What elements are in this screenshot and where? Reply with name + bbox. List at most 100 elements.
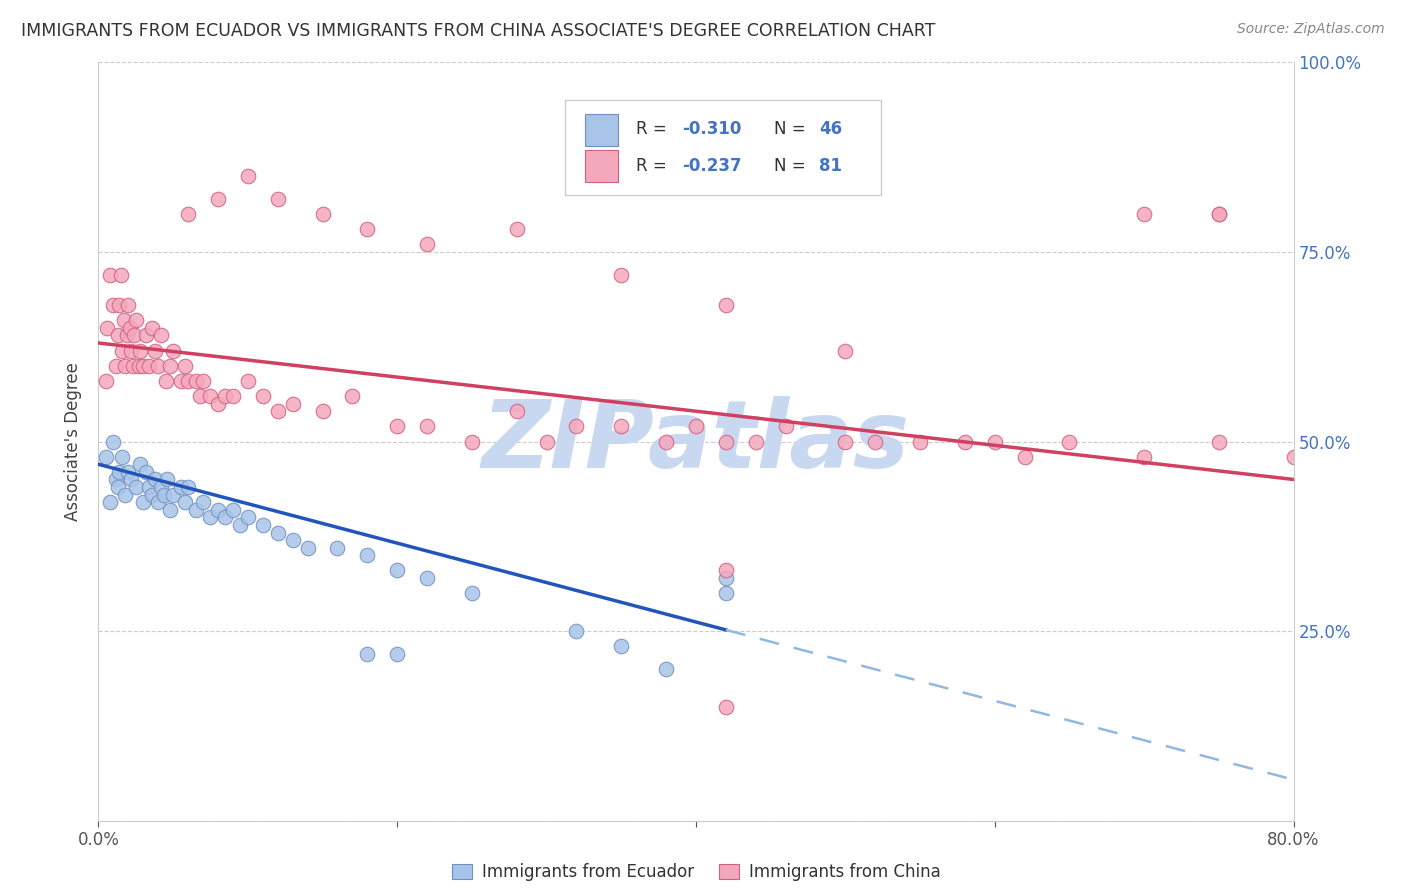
Point (1208, 207, 1230, 221)
Point (169, 374, 191, 388)
Point (200, 510, 222, 524)
Point (103, 298, 125, 312)
Point (714, 586, 737, 600)
Text: Source: ZipAtlas.com: Source: ZipAtlas.com (1237, 22, 1385, 37)
Point (191, 495, 214, 509)
Point (655, 434, 678, 449)
Point (98, 495, 122, 509)
Point (120, 473, 142, 487)
Point (129, 343, 152, 358)
Point (565, 624, 588, 639)
Point (461, 434, 484, 449)
Text: 81: 81 (820, 157, 842, 176)
Point (610, 639, 633, 653)
Point (108, 465, 131, 479)
Point (655, 662, 678, 676)
Legend: Immigrants from Ecuador, Immigrants from China: Immigrants from Ecuador, Immigrants from… (444, 857, 948, 888)
Text: ZIPatlas: ZIPatlas (482, 395, 910, 488)
Point (565, 419, 588, 434)
Point (150, 328, 173, 343)
Text: R =: R = (637, 120, 672, 138)
Point (222, 389, 245, 403)
Point (174, 359, 197, 373)
Text: N =: N = (773, 157, 810, 176)
Point (610, 419, 633, 434)
Point (148, 495, 170, 509)
Point (536, 434, 558, 449)
Point (174, 495, 197, 509)
Point (114, 359, 136, 373)
Point (267, 404, 290, 418)
Point (236, 374, 259, 388)
Point (107, 328, 129, 343)
Point (184, 503, 207, 517)
Point (184, 374, 207, 388)
Point (267, 192, 290, 206)
Point (207, 396, 229, 410)
Point (129, 458, 152, 472)
Point (385, 647, 409, 661)
FancyBboxPatch shape (585, 151, 619, 182)
Point (1059, 434, 1081, 449)
Point (745, 434, 768, 449)
Point (714, 571, 737, 585)
Point (229, 517, 252, 532)
Point (188, 389, 211, 403)
Point (207, 503, 229, 517)
Point (214, 510, 236, 524)
Point (326, 541, 349, 555)
Point (112, 313, 135, 327)
Point (311, 207, 333, 221)
Point (1208, 434, 1230, 449)
Point (714, 434, 737, 449)
Point (110, 268, 132, 282)
Point (111, 343, 134, 358)
Point (156, 473, 179, 487)
Point (281, 533, 304, 548)
Point (111, 450, 134, 464)
Point (94, 374, 117, 388)
Point (342, 389, 364, 403)
Point (267, 525, 290, 540)
Point (94, 450, 117, 464)
Point (506, 222, 529, 236)
Point (1282, 450, 1305, 464)
Point (222, 503, 245, 517)
Text: -0.237: -0.237 (682, 157, 741, 176)
Point (1014, 450, 1036, 464)
Point (117, 465, 139, 479)
Point (105, 359, 128, 373)
Y-axis label: Associate's Degree: Associate's Degree (65, 362, 83, 521)
Point (311, 404, 333, 418)
Point (128, 359, 150, 373)
Point (385, 564, 409, 578)
Point (159, 503, 181, 517)
Point (191, 374, 214, 388)
Text: R =: R = (637, 157, 672, 176)
Point (98, 268, 122, 282)
Point (155, 374, 177, 388)
Point (177, 480, 200, 494)
Point (1133, 450, 1156, 464)
Point (124, 328, 146, 343)
Point (103, 434, 125, 449)
Point (416, 571, 439, 585)
Point (132, 495, 155, 509)
Point (252, 517, 274, 532)
Point (162, 343, 184, 358)
Point (117, 298, 139, 312)
Point (108, 298, 131, 312)
Point (177, 207, 200, 221)
Point (416, 237, 439, 252)
Point (132, 359, 155, 373)
Point (865, 434, 887, 449)
Point (953, 434, 976, 449)
Point (177, 374, 200, 388)
Point (150, 480, 173, 494)
Point (153, 487, 176, 501)
Point (159, 359, 181, 373)
Point (775, 419, 797, 434)
Point (685, 419, 707, 434)
Point (200, 389, 222, 403)
Point (714, 564, 737, 578)
